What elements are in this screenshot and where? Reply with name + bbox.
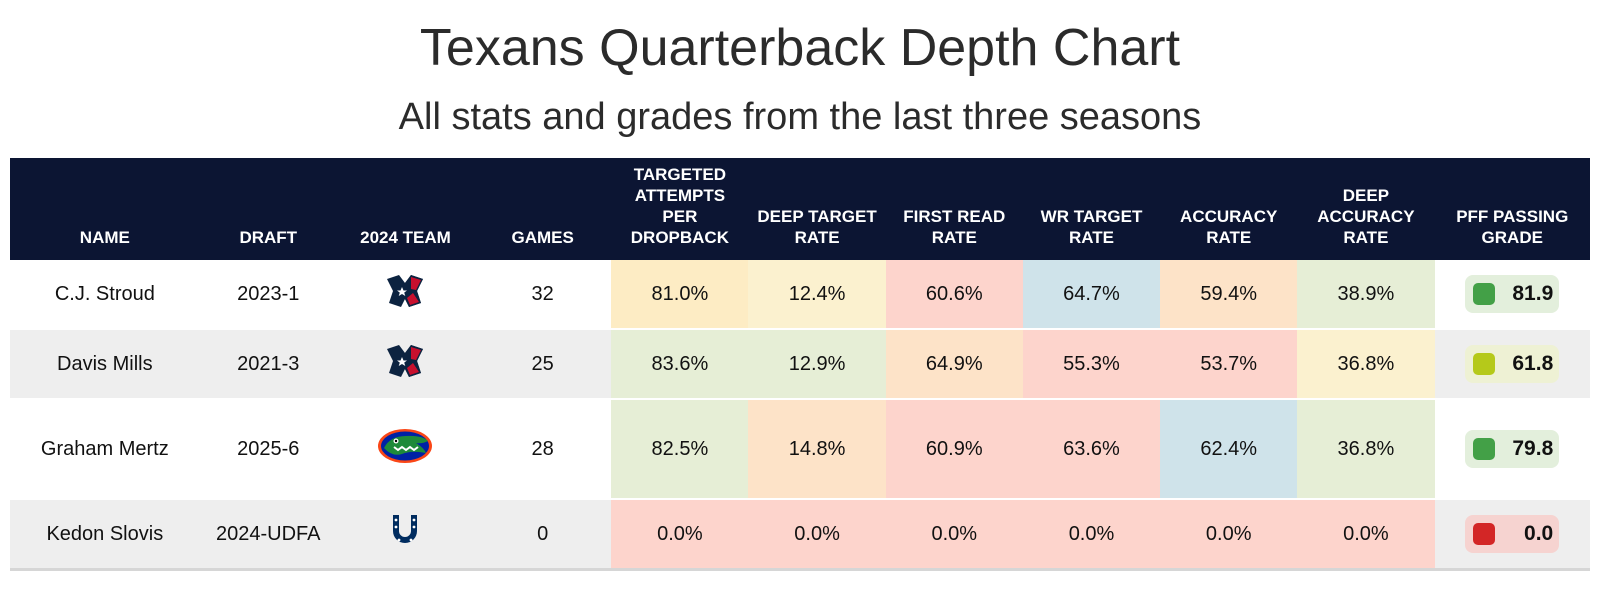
col-header: Name	[10, 158, 200, 260]
player-name-cell: Kedon Slovis	[10, 499, 200, 570]
stat-cell: 83.6%	[611, 329, 749, 399]
stat-cell: 63.6%	[1022, 399, 1161, 499]
stat-cell: 14.8%	[748, 399, 886, 499]
stat-cell: 0.0%	[885, 499, 1023, 570]
player-name-cell: Graham Mertz	[10, 399, 200, 499]
grade-badge: 79.8	[1465, 430, 1560, 468]
grade-badge: 0.0	[1465, 515, 1560, 553]
col-header: Deep Accuracy Rate	[1297, 158, 1435, 260]
table-row: Graham Mertz 2025-6 28 82.5% 14.8% 60.9% 63.6%…	[10, 399, 1590, 499]
stat-cell: 55.3%	[1022, 329, 1161, 399]
header-row: Name Draft 2024 Team Games Targeted Atte…	[10, 158, 1590, 260]
col-header: Deep Target Rate	[748, 158, 886, 260]
grade-value: 79.8	[1512, 437, 1554, 460]
col-header: Targeted Attempts per Dropback	[611, 158, 749, 260]
grade-value: 0.0	[1524, 522, 1554, 545]
stat-cell: 38.9%	[1297, 260, 1435, 329]
grade-value: 61.8	[1512, 352, 1554, 375]
draft-cell: 2023-1	[199, 260, 337, 329]
stat-cell: 36.8%	[1297, 399, 1435, 499]
player-name-cell: Davis Mills	[10, 329, 200, 399]
col-header: WR Target Rate	[1022, 158, 1161, 260]
team-logo-cell	[336, 499, 475, 570]
stat-cell: 81.0%	[611, 260, 749, 329]
chart-subtitle: All stats and grades from the last three…	[398, 96, 1202, 138]
texans-logo-icon	[383, 271, 427, 317]
stat-cell: 0.0%	[1022, 499, 1161, 570]
col-header: PFF Passing Grade	[1434, 158, 1590, 260]
stat-cell: 82.5%	[611, 399, 749, 499]
grade-indicator-square	[1473, 353, 1496, 375]
col-header: Games	[474, 158, 612, 260]
grade-indicator-square	[1473, 438, 1496, 460]
draft-cell: 2021-3	[199, 329, 337, 399]
grade-indicator-square	[1473, 283, 1496, 305]
stat-cell: 0.0%	[611, 499, 749, 570]
grade-value: 81.9	[1512, 282, 1554, 305]
stat-cell: 0.0%	[1160, 499, 1298, 570]
grade-cell: 0.0	[1434, 499, 1590, 570]
table-row: Davis Mills 2021-3 25 83.6% 12.9% 64.9% 55.3% 5…	[10, 329, 1590, 399]
stat-cell: 59.4%	[1160, 260, 1298, 329]
stat-cell: 64.9%	[885, 329, 1023, 399]
stat-cell: 60.6%	[885, 260, 1023, 329]
chart-title: Texans Quarterback Depth Chart	[419, 19, 1181, 77]
colts-logo-icon	[393, 515, 418, 543]
col-header: Accuracy Rate	[1160, 158, 1298, 260]
team-logo-cell	[336, 260, 475, 329]
stat-cell: 60.9%	[885, 399, 1023, 499]
stat-cell: 0.0%	[1297, 499, 1435, 570]
games-cell: 25	[474, 329, 612, 399]
grade-cell: 61.8	[1434, 329, 1590, 399]
stat-cell: 12.9%	[748, 329, 886, 399]
gators-logo-icon	[376, 426, 434, 472]
games-cell: 32	[474, 260, 612, 329]
player-name-cell: C.J. Stroud	[10, 260, 200, 329]
table-row: Kedon Slovis 2024-UDFA 0 0.0% 0.0% 0.0% 0.0% 0.…	[10, 499, 1590, 570]
gators-logo-icon	[378, 429, 433, 463]
stat-cell: 0.0%	[748, 499, 886, 570]
grade-indicator-square	[1473, 523, 1496, 545]
team-logo-cell	[336, 329, 475, 399]
games-cell: 28	[474, 399, 612, 499]
grade-cell: 81.9	[1434, 260, 1590, 329]
stat-cell: 36.8%	[1297, 329, 1435, 399]
colts-logo-icon	[385, 511, 425, 557]
draft-cell: 2024-UDFA	[199, 499, 337, 570]
col-header: Draft	[199, 158, 337, 260]
games-cell: 0	[474, 499, 612, 570]
stat-cell: 53.7%	[1160, 329, 1298, 399]
col-header: 2024 Team	[336, 158, 475, 260]
team-logo-cell	[336, 399, 475, 499]
col-header: First Read Rate	[885, 158, 1023, 260]
texans-logo-icon	[383, 341, 427, 387]
stat-cell: 12.4%	[748, 260, 886, 329]
table-row: C.J. Stroud 2023-1 32 81.0% 12.4% 60.6% 64.7% 5…	[10, 260, 1590, 329]
texans-logo-icon	[387, 275, 424, 307]
stat-cell: 64.7%	[1022, 260, 1161, 329]
draft-cell: 2025-6	[199, 399, 337, 499]
grade-badge: 81.9	[1465, 275, 1560, 313]
depth-chart-table: Name Draft 2024 Team Games Targeted Atte…	[10, 158, 1590, 571]
stat-cell: 62.4%	[1160, 399, 1298, 499]
grade-cell: 79.8	[1434, 399, 1590, 499]
grade-badge: 61.8	[1465, 345, 1560, 383]
texans-logo-icon	[387, 345, 424, 377]
